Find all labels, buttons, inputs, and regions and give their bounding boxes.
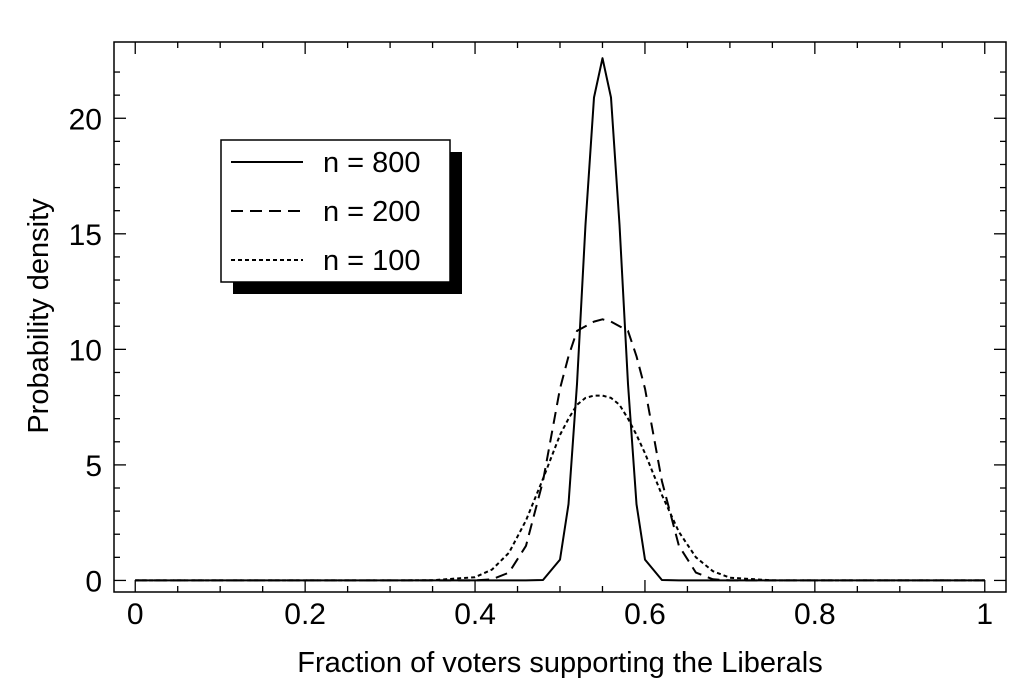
y-tick-label: 15 <box>69 219 102 252</box>
y-tick-label: 0 <box>85 565 102 598</box>
plot-frame <box>113 41 1007 593</box>
y-tick-label: 10 <box>69 334 102 367</box>
x-tick-label: 0 <box>127 598 144 631</box>
series-line-3 <box>135 394 985 582</box>
legend-label-2: n = 200 <box>323 196 421 228</box>
y-tick-label: 5 <box>85 450 102 483</box>
x-tick-label: 0.8 <box>794 598 836 631</box>
series-line-2 <box>135 318 985 582</box>
plot-area-border <box>113 41 1007 593</box>
y-tick-label: 20 <box>69 103 102 136</box>
legend-label-3: n = 100 <box>323 245 421 277</box>
x-tick-label: 0.4 <box>454 598 496 631</box>
series-line-1 <box>135 57 985 582</box>
x-tick-label: 1 <box>976 598 993 631</box>
legend-label-1: n = 800 <box>323 147 421 179</box>
series-lines <box>135 57 985 582</box>
legend: n = 800 n = 200 n = 100 <box>220 139 462 294</box>
x-tick-label: 0.6 <box>624 598 666 631</box>
x-tick-label: 0.2 <box>284 598 326 631</box>
y-axis-label: Probability density <box>23 198 55 434</box>
x-axis-label: Fraction of voters supporting the Libera… <box>297 647 823 679</box>
axis-ticks <box>114 42 1006 592</box>
